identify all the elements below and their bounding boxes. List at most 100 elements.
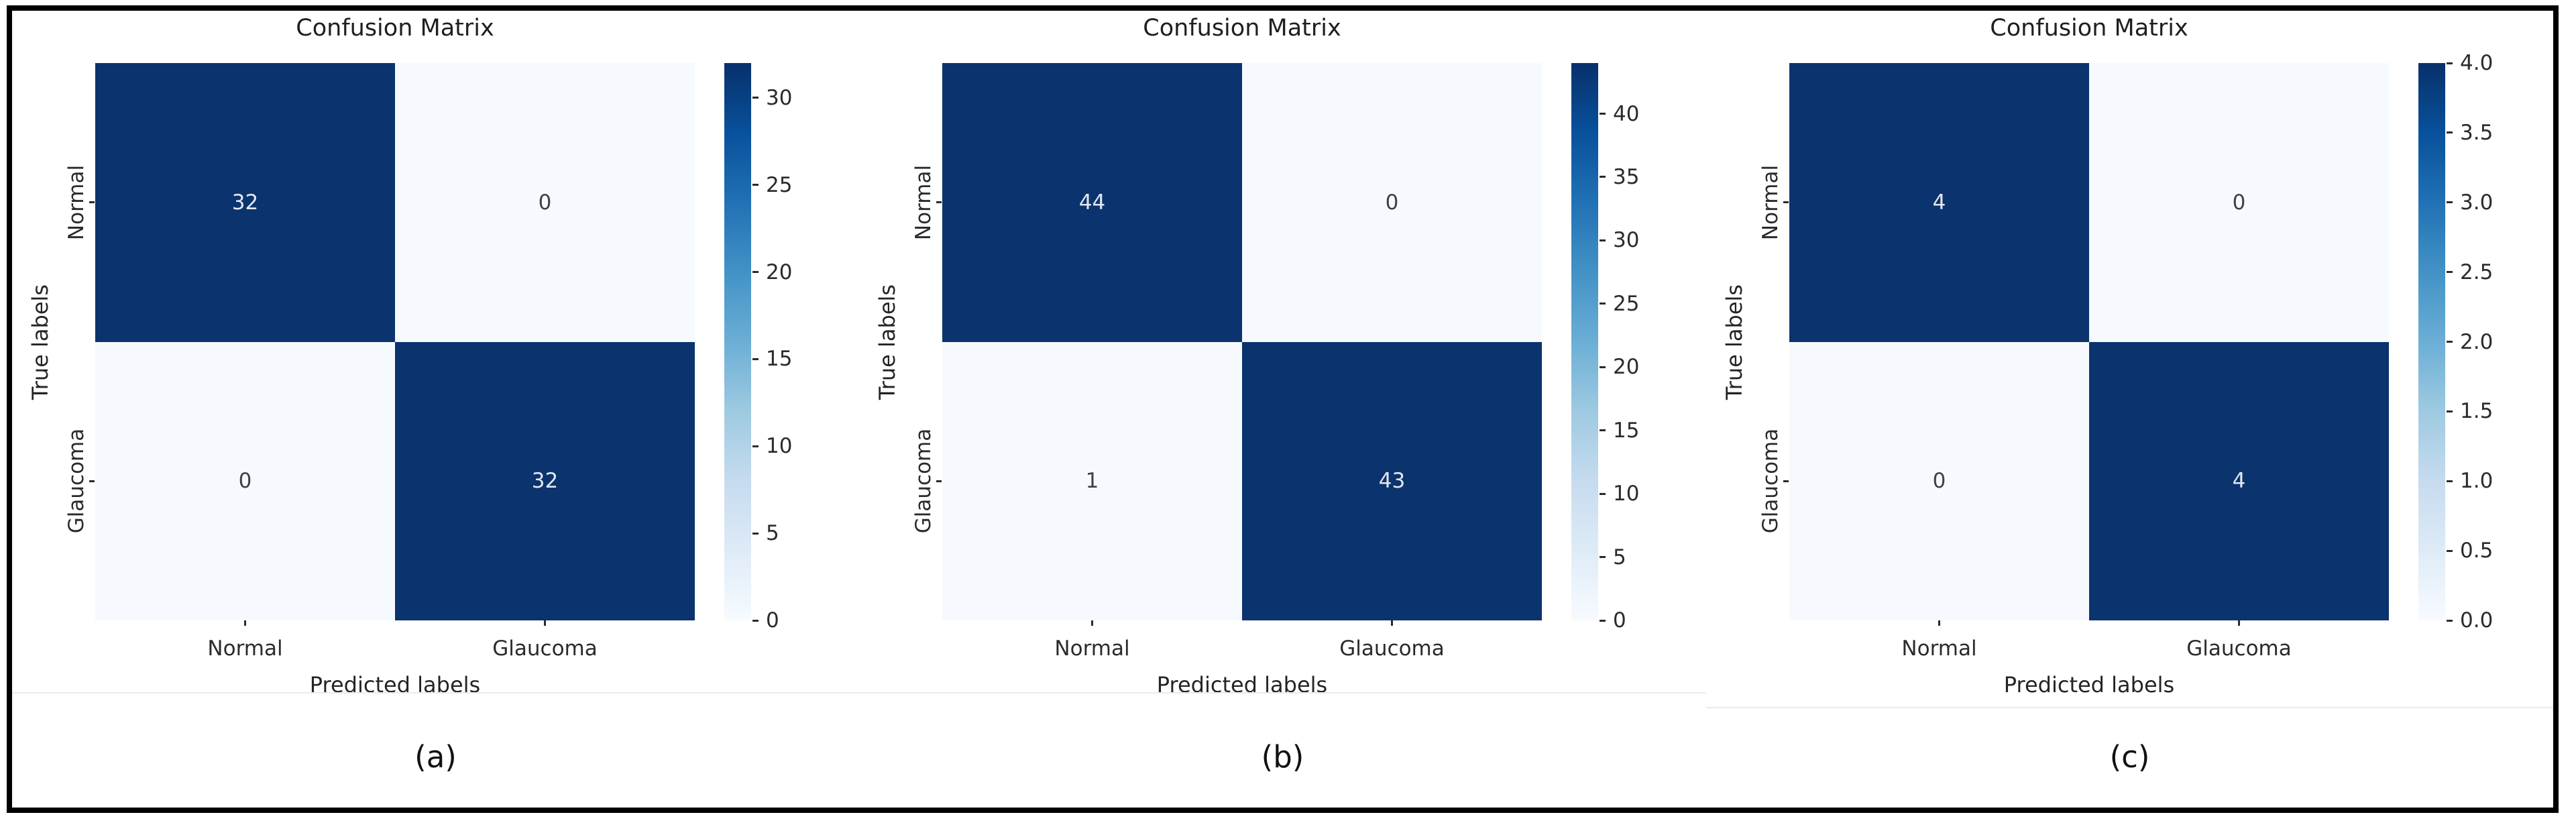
chart-title: Confusion Matrix xyxy=(296,15,494,42)
colorbar-tick-mark xyxy=(2447,480,2453,482)
x-axis-label: Predicted labels xyxy=(309,672,481,698)
cell-value: 32 xyxy=(231,190,259,215)
cell-value: 0 xyxy=(1385,190,1399,215)
y-axis-label: True labels xyxy=(875,284,900,400)
heatmap-cell-glaucoma-glaucoma: 43 xyxy=(1242,341,1542,620)
heatmap-cell-glaucoma-normal: 1 xyxy=(942,341,1242,620)
colorbar xyxy=(724,63,751,620)
colorbar-tick-mark xyxy=(1600,239,1606,241)
cell-value: 4 xyxy=(1932,190,1946,215)
colorbar-tick-mark xyxy=(752,532,759,535)
colorbar-tick-mark xyxy=(2447,201,2453,204)
colorbar-tick-label: 2.5 xyxy=(2460,260,2494,284)
confusion-matrix-panel-b: Confusion Matrix 44 0 1 43 Normal Glaucoma Norm… xyxy=(859,11,1706,808)
x-tick-label: Normal xyxy=(1054,637,1130,661)
heatmap-plot: 32 0 0 32 xyxy=(95,63,695,620)
colorbar-tick-label: 30 xyxy=(1613,228,1640,253)
colorbar xyxy=(1571,63,1598,620)
colorbar-tick-mark xyxy=(2447,549,2453,552)
colorbar-tick-label: 2.0 xyxy=(2460,329,2494,354)
colorbar-tick-label: 10 xyxy=(1613,482,1640,506)
colorbar-tick-label: 3.0 xyxy=(2460,190,2494,215)
colorbar-tick-mark xyxy=(1600,302,1606,305)
figure-bottom-edge xyxy=(1706,707,2553,708)
heatmap-cell-glaucoma-glaucoma: 4 xyxy=(2089,341,2389,620)
heatmap-cell-normal-normal: 44 xyxy=(942,63,1242,342)
x-axis-label: Predicted labels xyxy=(1156,672,1328,698)
heatmap-cell-glaucoma-normal: 0 xyxy=(95,341,395,620)
colorbar-tick-mark xyxy=(752,97,759,99)
colorbar-tick-mark xyxy=(752,445,759,447)
colorbar-tick-label: 15 xyxy=(766,347,793,372)
colorbar-tick-mark xyxy=(2447,62,2453,64)
cell-value: 1 xyxy=(1085,469,1099,494)
colorbar-tick-mark xyxy=(752,184,759,186)
x-tick-label: Glaucoma xyxy=(1339,637,1445,661)
cell-value: 4 xyxy=(2232,469,2246,494)
y-tick-label: Normal xyxy=(911,164,936,240)
y-tick-mark xyxy=(1783,480,1789,482)
cell-value: 0 xyxy=(2232,190,2246,215)
heatmap-cell-normal-glaucoma: 0 xyxy=(395,63,695,342)
y-tick-mark xyxy=(936,201,942,204)
colorbar-tick-label: 0 xyxy=(1613,608,1626,632)
y-tick-label: Normal xyxy=(1758,164,1783,240)
y-tick-mark xyxy=(89,480,95,482)
colorbar-tick-mark xyxy=(2447,341,2453,343)
colorbar-tick-label: 20 xyxy=(1613,355,1640,380)
colorbar-tick-label: 25 xyxy=(766,172,793,197)
heatmap-cell-normal-normal: 4 xyxy=(1789,63,2089,342)
heatmap-cell-glaucoma-glaucoma: 32 xyxy=(395,341,695,620)
colorbar-tick-mark xyxy=(2447,271,2453,274)
colorbar-tick-mark xyxy=(1600,176,1606,178)
colorbar-tick-label: 25 xyxy=(1613,291,1640,316)
colorbar-tick-label: 5 xyxy=(766,521,779,546)
x-tick-label: Glaucoma xyxy=(2186,637,2292,661)
cell-value: 0 xyxy=(238,469,252,494)
cell-value: 0 xyxy=(538,190,552,215)
colorbar-tick-label: 4.0 xyxy=(2460,51,2494,75)
colorbar-tick-label: 1.0 xyxy=(2460,469,2494,494)
heatmap-cell-normal-glaucoma: 0 xyxy=(2089,63,2389,342)
x-tick-mark xyxy=(2238,620,2240,626)
colorbar-tick-label: 20 xyxy=(766,260,793,284)
cell-value: 44 xyxy=(1078,190,1106,215)
figure-bottom-edge xyxy=(859,692,1706,694)
colorbar-tick-label: 0 xyxy=(766,608,779,632)
x-tick-mark xyxy=(1391,620,1393,626)
colorbar-tick-mark xyxy=(752,619,759,622)
heatmap-cell-glaucoma-normal: 0 xyxy=(1789,341,2089,620)
y-tick-mark xyxy=(89,201,95,204)
chart-title: Confusion Matrix xyxy=(1990,15,2188,42)
y-tick-label: Normal xyxy=(64,164,89,240)
colorbar-tick-label: 3.5 xyxy=(2460,120,2494,145)
confusion-matrix-panels: Confusion Matrix 32 0 0 32 Normal Glaucoma Norm… xyxy=(12,11,2553,808)
panel-caption: (b) xyxy=(1261,739,1304,775)
colorbar-tick-label: 35 xyxy=(1613,164,1640,189)
chart-title: Confusion Matrix xyxy=(1143,15,1341,42)
colorbar-tick-mark xyxy=(1600,556,1606,559)
heatmap-plot: 44 0 1 43 xyxy=(942,63,1542,620)
x-tick-mark xyxy=(244,620,246,626)
x-tick-mark xyxy=(1938,620,1940,626)
y-tick-label: Glaucoma xyxy=(1758,429,1783,534)
colorbar-tick-label: 0.0 xyxy=(2460,608,2494,632)
colorbar-tick-label: 15 xyxy=(1613,418,1640,443)
colorbar-tick-mark xyxy=(1600,366,1606,368)
colorbar-tick-mark xyxy=(752,271,759,274)
x-tick-mark xyxy=(544,620,546,626)
colorbar-tick-mark xyxy=(1600,429,1606,432)
x-tick-mark xyxy=(1091,620,1093,626)
x-tick-label: Glaucoma xyxy=(492,637,598,661)
colorbar-tick-mark xyxy=(2447,619,2453,622)
y-axis-label: True labels xyxy=(27,284,53,400)
colorbar-tick-mark xyxy=(2447,131,2453,134)
cell-value: 0 xyxy=(1932,469,1946,494)
colorbar-tick-label: 0.5 xyxy=(2460,539,2494,563)
colorbar-tick-label: 10 xyxy=(766,434,793,459)
y-tick-label: Glaucoma xyxy=(64,429,89,534)
black-outer-frame: Confusion Matrix 32 0 0 32 Normal Glaucoma Norm… xyxy=(7,5,2559,813)
x-tick-label: Normal xyxy=(207,637,283,661)
colorbar-tick-mark xyxy=(1600,619,1606,622)
panel-caption: (a) xyxy=(414,739,457,775)
